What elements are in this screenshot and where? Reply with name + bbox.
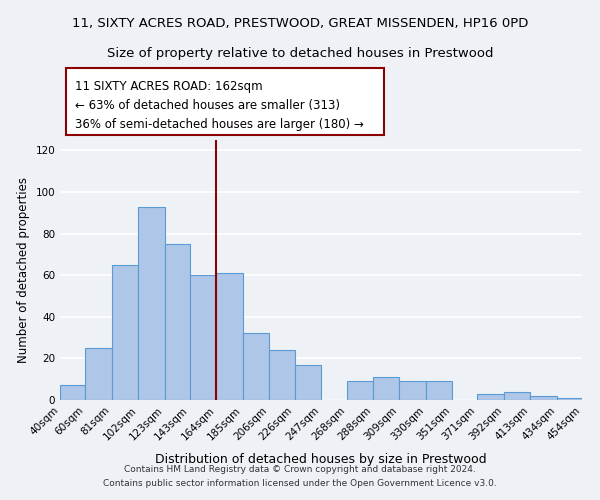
Bar (85, 348, 112, 400)
Bar (164, 244, 190, 400)
Bar (295, 364, 321, 400)
Bar (504, 392, 530, 400)
Bar (347, 382, 373, 400)
Bar (557, 398, 582, 400)
Bar (138, 206, 164, 400)
X-axis label: Distribution of detached houses by size in Prestwood: Distribution of detached houses by size … (155, 453, 487, 466)
Bar (373, 377, 399, 400)
Y-axis label: Number of detached properties: Number of detached properties (17, 177, 30, 363)
Bar (399, 382, 425, 400)
Text: 11, SIXTY ACRES ROAD, PRESTWOOD, GREAT MISSENDEN, HP16 0PD: 11, SIXTY ACRES ROAD, PRESTWOOD, GREAT M… (72, 18, 528, 30)
Text: Contains HM Land Registry data © Crown copyright and database right 2024.
Contai: Contains HM Land Registry data © Crown c… (103, 466, 497, 487)
Bar (217, 273, 243, 400)
Bar (243, 334, 269, 400)
Bar (530, 396, 557, 400)
Text: 36% of semi-detached houses are larger (180) →: 36% of semi-detached houses are larger (… (75, 118, 364, 131)
Bar (112, 265, 138, 400)
Text: Size of property relative to detached houses in Prestwood: Size of property relative to detached ho… (107, 48, 493, 60)
Text: 11 SIXTY ACRES ROAD: 162sqm: 11 SIXTY ACRES ROAD: 162sqm (75, 80, 263, 93)
Bar (425, 382, 452, 400)
Bar (478, 394, 504, 400)
Text: ← 63% of detached houses are smaller (313): ← 63% of detached houses are smaller (31… (75, 99, 340, 112)
Bar (190, 275, 217, 400)
Bar (269, 350, 295, 400)
Bar (60, 386, 85, 400)
